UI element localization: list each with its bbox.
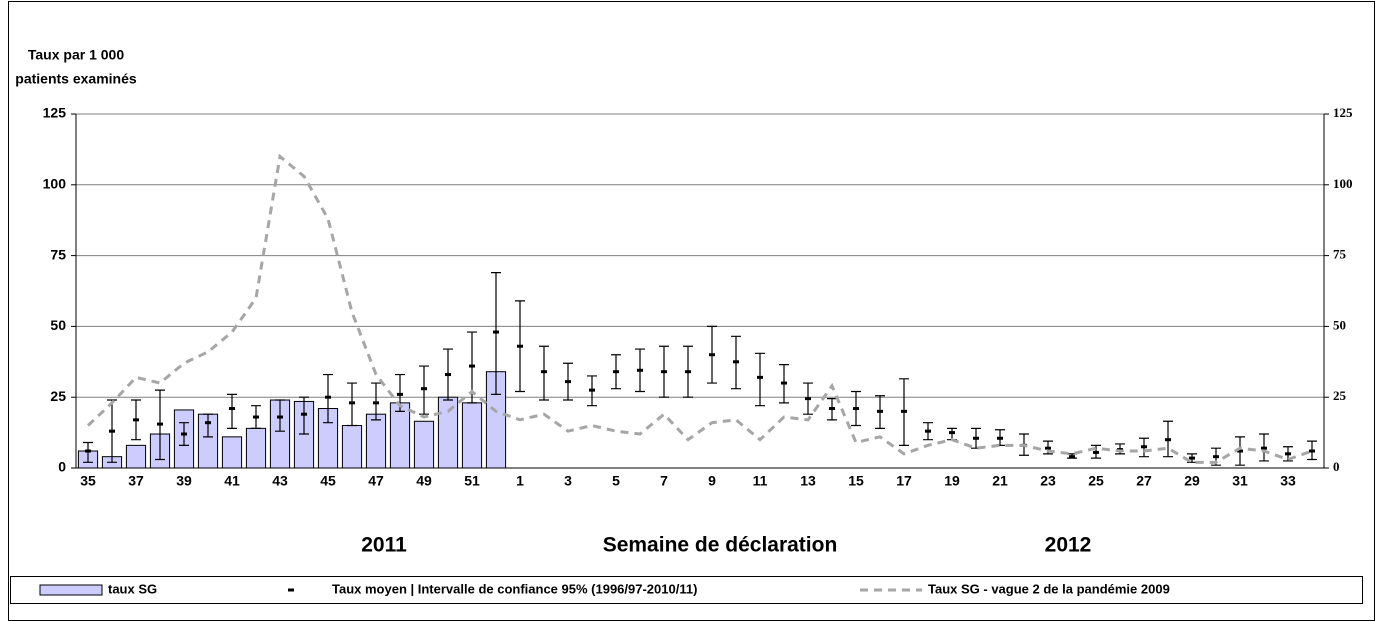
x-tick-label: 37 [128, 473, 144, 489]
x-tick-label: 21 [992, 473, 1008, 489]
x-tick-label: 29 [1184, 473, 1200, 489]
x-tick-label: 25 [1088, 473, 1104, 489]
legend-label: taux SG [108, 581, 157, 596]
y-tick-label: 75 [50, 246, 66, 262]
y-tick-label: 100 [43, 176, 67, 192]
x-tick-label: 27 [1136, 473, 1152, 489]
bar [413, 420, 435, 469]
x-tick-label: 15 [848, 473, 864, 489]
bar [341, 425, 363, 469]
bar [365, 413, 387, 469]
bar [221, 436, 243, 469]
x-tick-label: 13 [800, 473, 816, 489]
x-tick-label: 17 [896, 473, 912, 489]
legend-swatch [39, 584, 103, 596]
x-tick-label: 51 [464, 473, 480, 489]
y2-tick-label: 0 [1333, 459, 1340, 474]
x-tick-label: 39 [176, 473, 192, 489]
error-bar [227, 393, 237, 429]
x-tick-label: 49 [416, 473, 432, 489]
line [86, 153, 1313, 464]
y2-tick-label: 25 [1333, 388, 1347, 403]
error-bar [203, 413, 213, 438]
y2-tick-label: 100 [1333, 176, 1353, 191]
y2-tick-label: 50 [1333, 317, 1346, 332]
bar [245, 427, 267, 469]
bar [437, 396, 459, 469]
y-tick-label: 50 [50, 317, 66, 333]
x-tick-label: 1 [516, 473, 524, 489]
bar [461, 402, 483, 469]
x-tick-label: 45 [320, 473, 336, 489]
x-tick-label: 5 [612, 473, 620, 489]
x-tick-label: 43 [272, 473, 288, 489]
x-tick-label: 9 [708, 473, 716, 489]
year-label: 2012 [1045, 534, 1092, 557]
x-tick-label: 35 [80, 473, 96, 489]
y-tick-label: 25 [50, 388, 66, 404]
y2-tick-label: 125 [1333, 105, 1353, 120]
year-label: 2011 [361, 534, 407, 557]
y2-tick-label: 75 [1333, 247, 1347, 262]
x-tick-label: 41 [224, 473, 240, 489]
legend-label: Taux SG - vague 2 de la pandémie 2009 [928, 581, 1170, 596]
y-tick-label: 125 [43, 105, 67, 121]
x-axis-label: Semaine de déclaration [603, 534, 838, 557]
x-tick-label: 33 [1280, 473, 1296, 489]
x-tick-label: 23 [1040, 473, 1056, 489]
x-tick-label: 3 [564, 473, 572, 489]
legend [10, 576, 1363, 604]
y-tick-label: 0 [58, 459, 66, 475]
x-tick-label: 7 [660, 473, 668, 489]
error-bar [755, 352, 765, 407]
y-axis-label: patients examinés [15, 71, 137, 87]
bar [389, 402, 411, 469]
y-axis-label: Taux par 1 000 [28, 47, 124, 63]
legend-label: Taux moyen | Intervalle de confiance 95%… [332, 581, 697, 596]
x-tick-label: 47 [368, 473, 384, 489]
bar [125, 444, 147, 469]
x-tick-label: 11 [753, 473, 768, 489]
x-tick-label: 31 [1232, 473, 1248, 489]
x-tick-label: 19 [944, 473, 960, 489]
chart-frame [8, 1, 1375, 621]
